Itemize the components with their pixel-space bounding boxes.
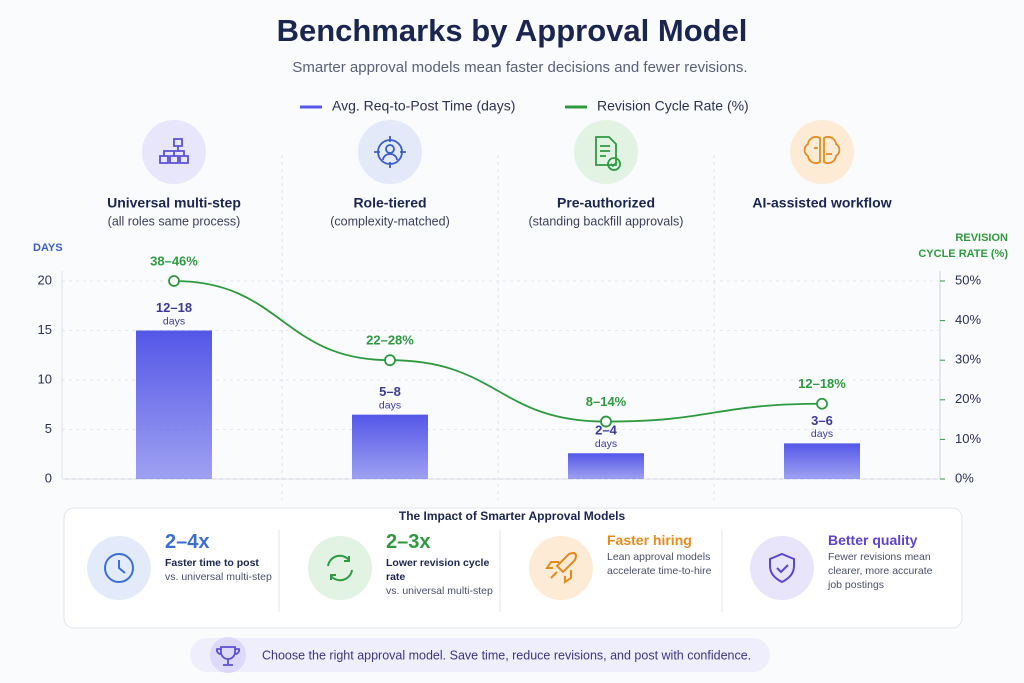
footer-banner [190,638,770,672]
impact-icon-glyph [104,553,135,583]
y2-axis-title: CYCLE RATE (%) [918,248,1008,260]
impact-text: vs. universal multi-step [386,585,493,597]
line-point [384,354,396,367]
legend-label: Revision Cycle Rate (%) [597,98,749,114]
y-axis-title: DAYS [33,242,63,254]
category-label: Pre-authorized [557,195,655,211]
y2-tick-label: 10% [955,431,981,446]
impact-subhead: Faster time to post [165,557,259,569]
category-icon [790,120,854,184]
line-value-label: 12–18% [798,376,846,391]
trophy-icon [210,637,246,673]
bar-value-unit: days [811,428,833,440]
category-icon-glyph [159,138,189,164]
impact-title: The Impact of Smarter Approval Models [399,509,626,523]
line-point [816,397,828,410]
impact-text: vs. universal multi-step [165,571,272,583]
impact-subhead: Lower revision cycle rate [386,557,490,583]
footer-text: Choose the right approval model. Save ti… [262,648,751,662]
y-tick-label: 20 [38,272,52,287]
impact-headline: 2–3x [386,531,431,553]
line-point [168,275,180,287]
impact-text: Lean approval models accelerate time-to-… [607,551,712,577]
bar [568,453,644,479]
y2-tick-label: 0% [955,470,974,485]
category-note: (standing backfill approvals) [529,214,684,228]
line-value-label: 38–46% [150,253,198,268]
y-tick-label: 0 [45,470,52,485]
impact-icon-glyph [327,554,353,582]
impact-headline: Better quality [828,532,918,548]
bar [352,414,428,479]
bar-value-label: 12–18 [156,300,192,315]
impact-card: Faster hiring Lean approval models accele… [607,530,727,578]
chart-subtitle: Smarter approval models mean faster deci… [292,59,747,76]
y2-axis-title: REVISION [955,232,1008,244]
legend-label: Avg. Req-to-Post Time (days) [332,98,515,114]
impact-icon [529,536,593,600]
impact-headline: 2–4x [165,531,210,553]
y2-tick-label: 30% [955,352,981,367]
bar-value-unit: days [163,315,185,327]
line [173,280,823,423]
bar-value-unit: days [379,399,401,411]
category-icon-glyph [595,136,621,171]
impact-headline: Faster hiring [607,532,692,548]
line-point [600,415,612,428]
chart-title: Benchmarks by Approval Model [277,13,748,48]
impact-icon [308,536,372,600]
impact-panel [63,507,963,629]
bar-value-label: 3–6 [811,413,833,428]
category-icon [574,120,638,184]
category-icon [358,120,422,184]
bar-value-label: 5–8 [379,384,401,399]
impact-icon-glyph [545,552,577,584]
bar-value-unit: days [595,438,617,450]
category-icon-glyph [374,136,406,168]
line-value-label: 8–14% [586,394,627,409]
category-note: (all roles same process) [108,214,241,228]
category-label: AI-assisted workflow [752,195,891,211]
category-label: Universal multi-step [107,195,241,211]
y2-tick-label: 40% [955,312,981,327]
bar [784,443,860,479]
y-tick-label: 10 [38,371,52,386]
impact-icon-glyph [769,552,795,584]
category-note: (complexity-matched) [330,214,449,228]
line-value-label: 22–28% [366,333,414,348]
y2-tick-label: 20% [955,391,981,406]
impact-text: Fewer revisions mean clearer, more accur… [828,551,933,591]
category-icon-glyph [803,136,841,164]
impact-icon [750,536,814,600]
impact-card: 2–4x Faster time to post vs. universal mul… [165,530,285,584]
bar-value-label: 2–4 [595,423,617,438]
bar [136,330,212,479]
impact-card: 2–3x Lower revision cycle rate vs. univers… [386,530,506,598]
category-label: Role-tiered [353,195,426,211]
y-tick-label: 5 [45,421,52,436]
y-tick-label: 15 [38,322,52,337]
impact-card: Better quality Fewer revisions mean clear… [828,530,948,592]
y2-tick-label: 50% [955,272,981,287]
trophy-glyph [216,646,240,666]
